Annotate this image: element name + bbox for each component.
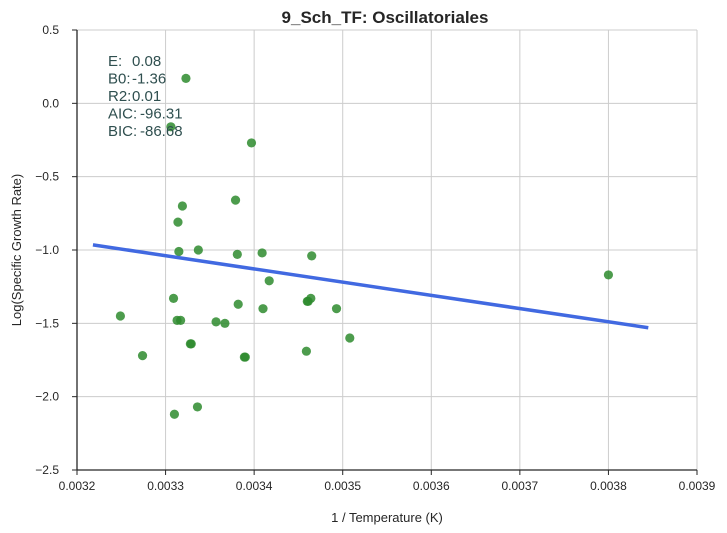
y-tick-label: −0.5: [35, 170, 59, 184]
x-tick-label: 0.0034: [236, 479, 273, 493]
x-tick-label: 0.0035: [324, 479, 361, 493]
data-point: [193, 245, 203, 255]
data-point: [137, 351, 148, 361]
data-points: [115, 73, 614, 419]
y-tick-label: −1.0: [35, 243, 59, 257]
data-point: [230, 195, 241, 205]
fit-stat-value: -1.36: [132, 71, 166, 88]
fit-stat-label: BIC:: [108, 123, 137, 140]
data-point: [177, 201, 187, 211]
data-point: [176, 315, 186, 325]
x-tick-label: 0.0038: [590, 479, 627, 493]
y-tick-label: 0.5: [42, 23, 59, 37]
grid: [77, 29, 698, 470]
data-point: [345, 333, 355, 343]
data-point: [211, 317, 221, 327]
x-tick-label: 0.0039: [679, 479, 716, 493]
x-tick-label: 0.0037: [502, 479, 539, 493]
data-point: [257, 248, 267, 258]
fit-stat-label: AIC:: [108, 106, 137, 123]
data-point: [181, 73, 191, 83]
data-point: [174, 246, 184, 257]
chart-title: 9_Sch_TF: Oscillatoriales: [282, 8, 489, 27]
data-point: [301, 346, 311, 356]
data-point: [603, 270, 614, 280]
data-point: [331, 304, 342, 314]
y-tick-label: 0.0: [42, 96, 59, 110]
data-point: [220, 318, 230, 328]
data-point: [258, 304, 268, 314]
x-tick-label: 0.0032: [59, 479, 96, 493]
fit-stat-value: 0.08: [132, 53, 161, 70]
fit-stat-value: -86.68: [140, 123, 183, 140]
data-point: [246, 138, 257, 148]
y-tick-label: −2.5: [35, 463, 59, 477]
data-point: [166, 122, 176, 132]
data-point: [192, 402, 203, 412]
data-point: [233, 299, 243, 309]
data-point: [173, 217, 183, 227]
data-point: [306, 293, 316, 303]
data-point: [264, 276, 274, 286]
x-tick-label: 0.0036: [413, 479, 450, 493]
data-point: [232, 249, 242, 259]
data-point: [307, 251, 317, 261]
x-axis-label: 1 / Temperature (K): [331, 510, 443, 525]
y-axis-label: Log(Specific Growth Rate): [9, 174, 24, 326]
y-tick-label: −2.0: [35, 390, 59, 404]
data-point: [186, 339, 196, 349]
y-tick-label: −1.5: [35, 316, 59, 330]
fit-stat-value: -96.31: [140, 106, 183, 123]
fit-stat-label: E:: [108, 53, 122, 70]
data-point: [240, 352, 250, 362]
fit-stat-label: R2:: [108, 88, 131, 105]
data-point: [115, 311, 125, 321]
tick-labels: 0.0032 0.0033 0.0034 0.0035 0.0036 0.0037 0.00…: [35, 23, 715, 493]
data-point: [169, 409, 180, 419]
regression-line-layer: [92, 243, 649, 330]
fit-stat-label: B0:: [108, 71, 131, 88]
regression-line: [92, 243, 649, 330]
fit-stat-value: 0.01: [132, 88, 161, 105]
x-tick-label: 0.0033: [147, 479, 184, 493]
data-point: [168, 293, 179, 303]
